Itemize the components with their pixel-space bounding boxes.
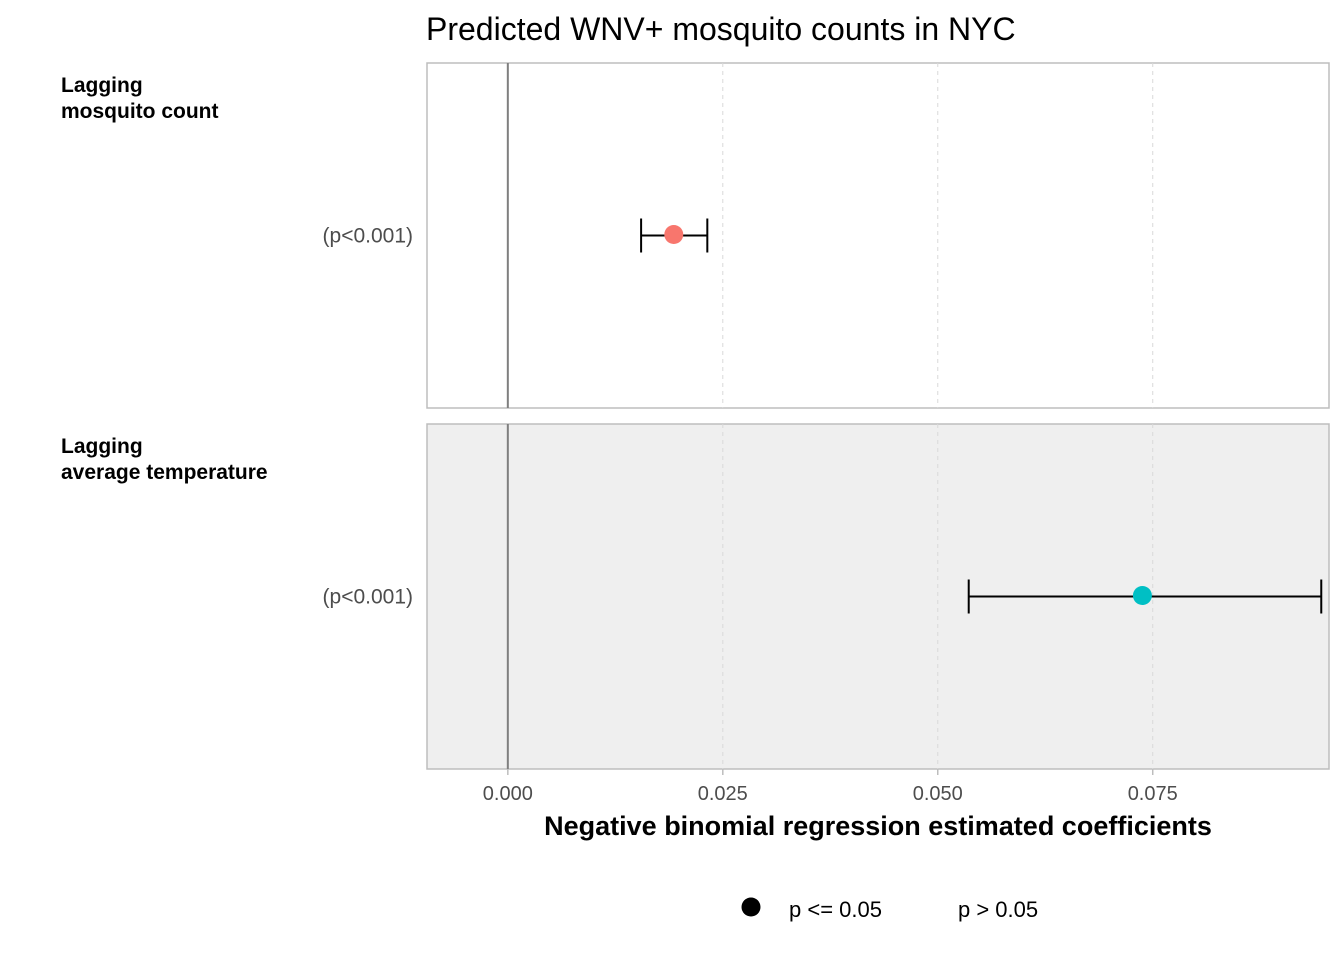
x-tick-label: 0.000 bbox=[483, 783, 533, 805]
facet-label-line2: mosquito count bbox=[61, 100, 218, 123]
facet-panels: Lagging mosquito count (p<0.001) Lagging ave… bbox=[61, 62, 1330, 770]
y-tick-label: (p<0.001) bbox=[323, 586, 413, 609]
chart-title: Predicted WNV+ mosquito counts in NYC bbox=[426, 11, 1016, 47]
x-tick-label: 0.025 bbox=[698, 783, 748, 805]
legend: p <= 0.05 p > 0.05 bbox=[741, 897, 1038, 922]
x-tick-label: 0.075 bbox=[1128, 783, 1178, 805]
x-axis-label: Negative binomial regression estimated c… bbox=[544, 811, 1212, 841]
x-axis: 0.000 0.025 0.050 0.075 bbox=[483, 769, 1178, 805]
y-tick-label: (p<0.001) bbox=[323, 225, 413, 248]
facet-label-line1: Lagging bbox=[61, 74, 143, 97]
legend-item-1: p <= 0.05 bbox=[741, 897, 882, 922]
legend-item-2: p > 0.05 bbox=[958, 897, 1038, 922]
x-tick-label: 0.050 bbox=[913, 783, 963, 805]
estimate-point bbox=[1132, 586, 1152, 605]
facet-label-line1: Lagging bbox=[61, 435, 143, 458]
estimate-point bbox=[664, 225, 684, 244]
facet-panel-1: Lagging mosquito count (p<0.001) bbox=[61, 62, 1330, 409]
legend-label: p <= 0.05 bbox=[789, 897, 882, 922]
facet-panel-2: Lagging average temperature (p<0.001) bbox=[61, 423, 1330, 770]
facet-label-line2: average temperature bbox=[61, 461, 268, 484]
legend-label: p > 0.05 bbox=[958, 897, 1038, 922]
legend-key-filled-circle bbox=[741, 897, 761, 917]
panel-background bbox=[426, 62, 1330, 409]
